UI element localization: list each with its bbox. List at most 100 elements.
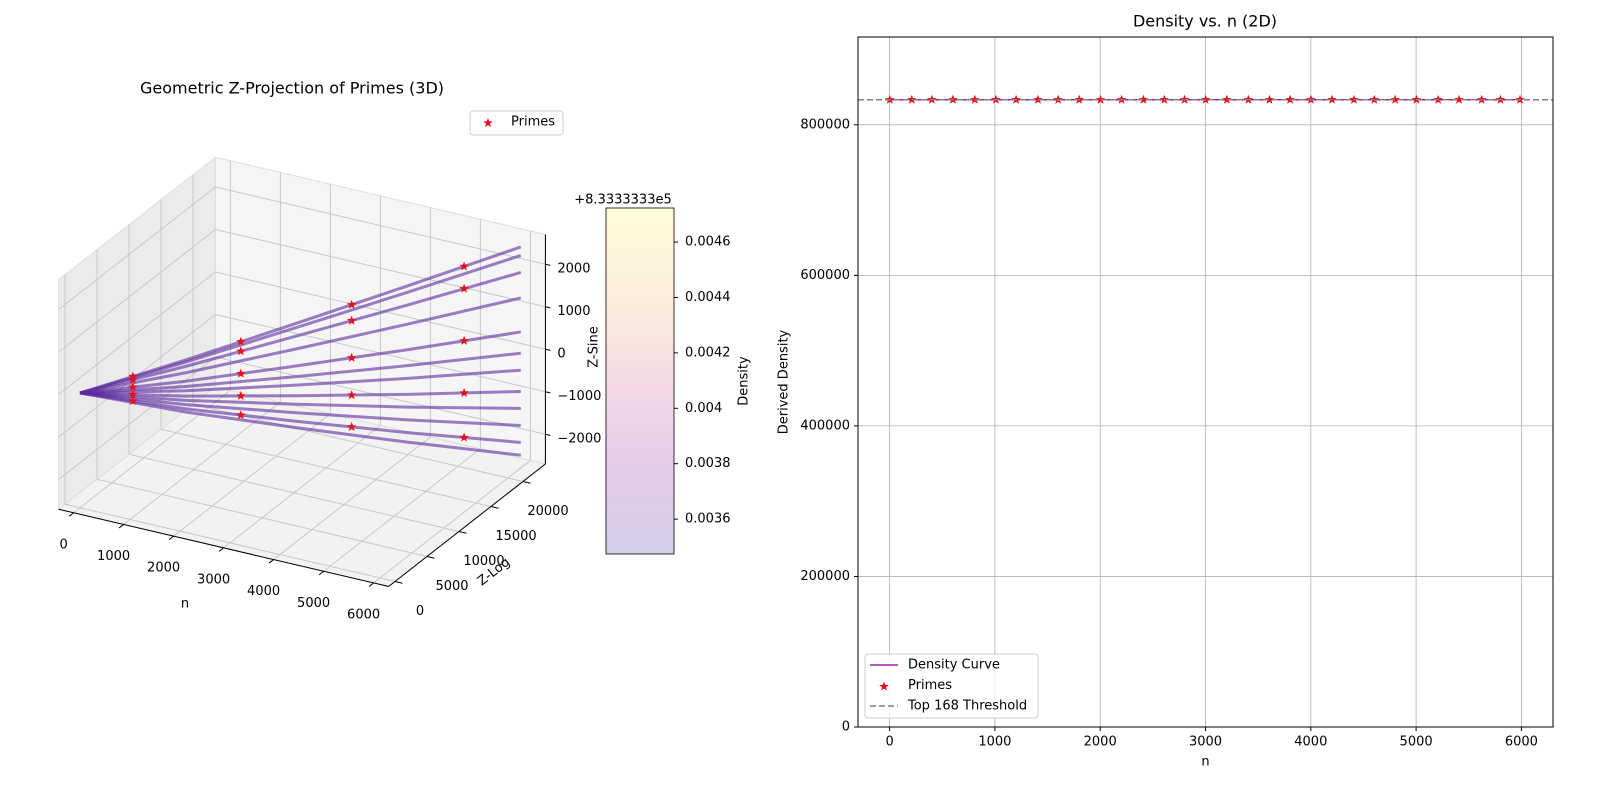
y-tick-label: 0 [842, 720, 850, 735]
chart-title: Density vs. n (2D) [1133, 12, 1277, 31]
grid-line [58, 229, 216, 353]
tick-mark [218, 547, 224, 552]
prime-marker [1222, 94, 1232, 104]
z-tick-label: 2000 [557, 262, 590, 277]
x-axis-label: n [1201, 755, 1209, 770]
grid-line [215, 229, 546, 308]
colorbar-tick-label: 0.0046 [685, 235, 731, 250]
tick-mark [426, 555, 435, 559]
prime-marker [1033, 94, 1043, 104]
colorbar-tick-label: 0.004 [685, 401, 722, 416]
y-tick-label: 10000 [463, 554, 504, 569]
tick-mark [318, 570, 324, 576]
prime-marker [128, 382, 138, 392]
grid-line [223, 424, 381, 549]
tick-mark [118, 524, 124, 529]
colorbar-tick-label: 0.0036 [685, 512, 731, 527]
z-axis-label: Z-Sine [587, 326, 602, 367]
y-tick-label: 5000 [435, 579, 468, 594]
tick-mark [545, 306, 551, 309]
colorbar-offset: +8.3333333e5 [574, 193, 671, 208]
grid-line [96, 478, 428, 557]
data-line [79, 391, 521, 457]
prime-marker [236, 390, 246, 400]
prime-marker [1454, 94, 1464, 104]
prime-marker [346, 390, 357, 400]
prime-marker [1264, 94, 1275, 104]
legend-marker [483, 118, 493, 127]
legend-marker [879, 681, 889, 691]
y-axis-line [388, 463, 546, 587]
colorbar [605, 207, 675, 555]
colorbar-tick-label: 0.0044 [685, 290, 731, 305]
chart-title: Geometric Z-Projection of Primes (3D) [140, 79, 444, 98]
prime-marker [970, 94, 980, 104]
colorbar-tick-label: 0.0042 [685, 345, 731, 360]
colorbar-label: Density [737, 356, 752, 406]
z-tick-label: −2000 [557, 432, 601, 447]
tick-mark [545, 348, 551, 351]
plot-frame [857, 36, 1554, 728]
legend-label: Top 168 Threshold [907, 699, 1027, 714]
y-axis-label: Derived Density [777, 329, 792, 434]
x-tick-label: 1000 [97, 549, 130, 564]
tick-mark [168, 535, 174, 541]
tick-mark [545, 263, 551, 266]
tick-mark [68, 512, 74, 517]
tick-mark [522, 480, 531, 484]
prime-marker [346, 421, 357, 431]
prime-marker [128, 374, 138, 384]
prime-marker [459, 283, 469, 293]
prime-marker [459, 387, 469, 397]
prime-marker [236, 368, 246, 378]
prime-marker [1138, 94, 1149, 104]
x-tick-label: 2000 [1084, 735, 1117, 750]
x-tick-label: 5000 [297, 596, 330, 611]
x-tick-label: 1000 [978, 735, 1011, 750]
prime-marker [907, 94, 917, 104]
legend-box [469, 110, 564, 136]
prime-marker [459, 335, 469, 345]
grid-line [215, 186, 546, 265]
z-tick-label: 1000 [557, 304, 590, 319]
data-line [79, 296, 522, 395]
legend-label: Density Curve [908, 658, 1000, 673]
x-tick-label: 5000 [1400, 735, 1433, 750]
data-line [79, 391, 521, 410]
prime-marker [346, 352, 357, 362]
y-tick-label: 800000 [800, 117, 850, 132]
grid-line [323, 448, 481, 572]
tick-mark [490, 505, 499, 509]
prime-marker [346, 315, 357, 325]
data-line [79, 330, 522, 395]
grid-line [273, 436, 431, 560]
grid-line [373, 460, 531, 584]
grid-line [58, 356, 216, 480]
prime-marker [128, 389, 138, 399]
x-tick-label: 6000 [1505, 735, 1538, 750]
prime-marker [236, 346, 246, 356]
data-line [79, 271, 522, 395]
x-tick-label: 3000 [197, 572, 230, 587]
data-line [79, 351, 521, 395]
tick-mark [394, 580, 403, 584]
prime-marker [1095, 94, 1106, 104]
prime-marker [236, 336, 246, 346]
legend-label: Primes [511, 115, 555, 130]
prime-marker [1390, 94, 1400, 104]
x-tick-label: 2000 [147, 561, 180, 576]
y-tick-label: 0 [416, 604, 424, 619]
x-tick-label: 0 [885, 735, 893, 750]
data-line [79, 368, 521, 395]
legend-box [864, 653, 1039, 719]
tick-mark [368, 582, 374, 587]
prime-marker [346, 299, 357, 309]
colorbar-tick-label: 0.0038 [685, 456, 731, 471]
grid-line [58, 271, 216, 395]
tick-mark [458, 530, 467, 534]
x-tick-label: 4000 [247, 584, 280, 599]
z-tick-label: 0 [557, 347, 565, 362]
prime-marker [459, 261, 469, 271]
prime-marker [236, 410, 246, 420]
